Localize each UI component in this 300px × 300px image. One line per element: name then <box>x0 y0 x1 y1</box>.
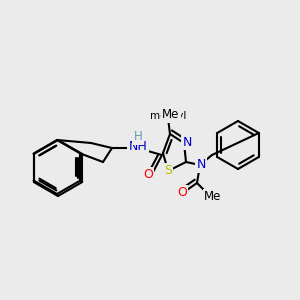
Text: NH: NH <box>129 140 147 154</box>
Text: N: N <box>182 136 192 148</box>
Text: methyl: methyl <box>150 111 186 121</box>
Text: O: O <box>143 169 153 182</box>
Text: O: O <box>177 187 187 200</box>
Text: Me: Me <box>204 190 222 203</box>
Text: S: S <box>164 164 172 178</box>
Text: Me: Me <box>162 109 180 122</box>
Text: N: N <box>196 158 206 172</box>
Text: H: H <box>134 130 142 143</box>
